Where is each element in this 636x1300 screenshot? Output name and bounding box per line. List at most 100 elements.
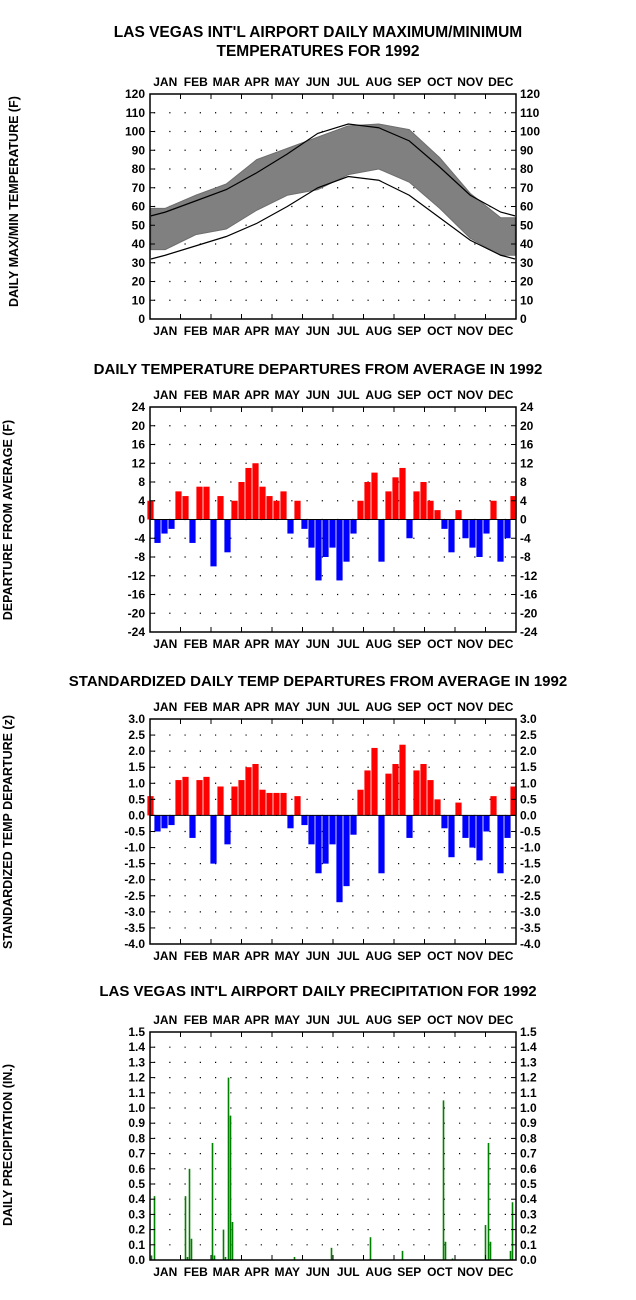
y-tick-label-right: -24 bbox=[520, 625, 538, 639]
data-bar bbox=[442, 1100, 445, 1260]
y-tick-label-left: 10 bbox=[132, 293, 146, 307]
month-label-bottom: AUG bbox=[365, 949, 392, 963]
data-bar bbox=[413, 491, 420, 520]
data-bar bbox=[413, 770, 420, 816]
data-bar bbox=[224, 519, 231, 553]
data-bar bbox=[511, 1202, 514, 1260]
y-tick-label-right: 0 bbox=[520, 312, 527, 326]
month-label-bottom: JAN bbox=[153, 949, 177, 963]
data-bar bbox=[182, 776, 189, 816]
normal-max-line bbox=[150, 123, 516, 217]
month-label-bottom: FEB bbox=[184, 1265, 208, 1279]
y-tick-label-left: 0.5 bbox=[128, 1177, 145, 1191]
month-label-bottom: MAR bbox=[213, 1265, 241, 1279]
month-label-bottom: OCT bbox=[427, 949, 453, 963]
month-label-top: OCT bbox=[427, 388, 453, 402]
data-bar bbox=[301, 815, 308, 826]
data-bar bbox=[161, 815, 168, 829]
y-tick-label-left: -4.0 bbox=[124, 937, 145, 951]
data-bar bbox=[455, 510, 462, 520]
max-min-envelope bbox=[150, 123, 516, 256]
y-tick-label-right: -8 bbox=[520, 550, 531, 564]
y-tick-label-right: -1.5 bbox=[520, 857, 541, 871]
temp-chart-title-line1: LAS VEGAS INT'L AIRPORT DAILY MAXIMUM/MI… bbox=[113, 24, 523, 41]
data-bar bbox=[487, 1142, 490, 1260]
data-bar bbox=[153, 1196, 156, 1260]
y-tick-label-right: -3.0 bbox=[520, 905, 541, 919]
month-label-top: JUN bbox=[306, 1013, 330, 1027]
month-label-bottom: SEP bbox=[397, 949, 421, 963]
y-tick-label-left: -4 bbox=[134, 531, 145, 545]
data-bar bbox=[273, 792, 280, 816]
month-label-top: JUL bbox=[337, 75, 360, 89]
y-tick-label-left: 1.5 bbox=[128, 760, 145, 774]
month-label-bottom: OCT bbox=[427, 637, 453, 651]
data-bar bbox=[308, 519, 315, 548]
y-tick-label-right: 0.4 bbox=[520, 1192, 537, 1206]
y-tick-label-right: 1.5 bbox=[520, 1025, 537, 1039]
data-bar bbox=[406, 519, 413, 539]
data-bar bbox=[364, 482, 371, 520]
y-tick-label-right: 1.0 bbox=[520, 1101, 537, 1115]
y-tick-label-right: -16 bbox=[520, 588, 538, 602]
data-bar bbox=[227, 1077, 230, 1260]
data-bar bbox=[287, 519, 294, 534]
month-label-top: JAN bbox=[153, 75, 177, 89]
month-label-top: JUN bbox=[306, 388, 330, 402]
data-bar bbox=[497, 519, 504, 562]
month-label-bottom: JUL bbox=[337, 949, 360, 963]
data-bar bbox=[189, 815, 196, 838]
data-bar bbox=[189, 519, 196, 543]
y-tick-label-left: 0.7 bbox=[128, 1147, 145, 1161]
data-bar bbox=[301, 519, 308, 529]
y-tick-label-right: 110 bbox=[520, 106, 540, 120]
month-label-top: NOV bbox=[457, 1013, 483, 1027]
data-bar bbox=[441, 815, 448, 829]
data-bar bbox=[266, 792, 273, 816]
data-bar bbox=[350, 815, 357, 835]
data-bar bbox=[184, 1196, 187, 1260]
y-tick-label-right: 0.7 bbox=[520, 1147, 537, 1161]
y-tick-label-right: 1.4 bbox=[520, 1040, 537, 1054]
month-label-top: OCT bbox=[427, 700, 453, 714]
y-tick-label-left: -1.0 bbox=[124, 841, 145, 855]
data-bar bbox=[427, 780, 434, 816]
month-label-bottom: JUN bbox=[306, 324, 330, 338]
data-bar bbox=[196, 486, 203, 520]
y-tick-label-right: 1.1 bbox=[520, 1086, 537, 1100]
data-bar bbox=[245, 467, 252, 520]
y-tick-label-left: 1.4 bbox=[128, 1040, 145, 1054]
y-tick-label-right: 0.8 bbox=[520, 1131, 537, 1145]
y-tick-label-right: -1.0 bbox=[520, 841, 541, 855]
data-bar bbox=[273, 500, 280, 520]
y-tick-label-right: 20 bbox=[520, 419, 534, 433]
month-label-bottom: JUN bbox=[306, 949, 330, 963]
data-bar bbox=[343, 815, 350, 887]
month-label-bottom: DEC bbox=[488, 324, 514, 338]
y-tick-label-left: 20 bbox=[132, 419, 146, 433]
data-bar bbox=[504, 815, 511, 838]
data-bar bbox=[224, 815, 231, 845]
data-bar bbox=[385, 773, 392, 816]
data-bar bbox=[448, 519, 455, 553]
data-bar bbox=[336, 519, 343, 581]
data-bar bbox=[259, 789, 266, 816]
data-bar bbox=[245, 767, 252, 816]
y-tick-label-left: 70 bbox=[132, 181, 146, 195]
month-label-top: NOV bbox=[457, 700, 483, 714]
y-tick-label-left: 24 bbox=[132, 400, 146, 414]
month-label-top: APR bbox=[244, 75, 270, 89]
y-tick-label-right: -2.5 bbox=[520, 889, 541, 903]
data-bar bbox=[392, 477, 399, 520]
data-bar bbox=[259, 486, 266, 520]
data-bar bbox=[427, 500, 434, 520]
month-label-bottom: APR bbox=[244, 949, 270, 963]
y-tick-label-left: -20 bbox=[128, 606, 146, 620]
data-bar bbox=[150, 1255, 153, 1260]
month-label-top: JAN bbox=[153, 1013, 177, 1027]
month-label-bottom: JAN bbox=[153, 637, 177, 651]
data-bar bbox=[188, 1168, 191, 1260]
data-bar bbox=[238, 780, 245, 816]
y-tick-label-left: 120 bbox=[125, 87, 145, 101]
data-bar bbox=[322, 815, 329, 864]
